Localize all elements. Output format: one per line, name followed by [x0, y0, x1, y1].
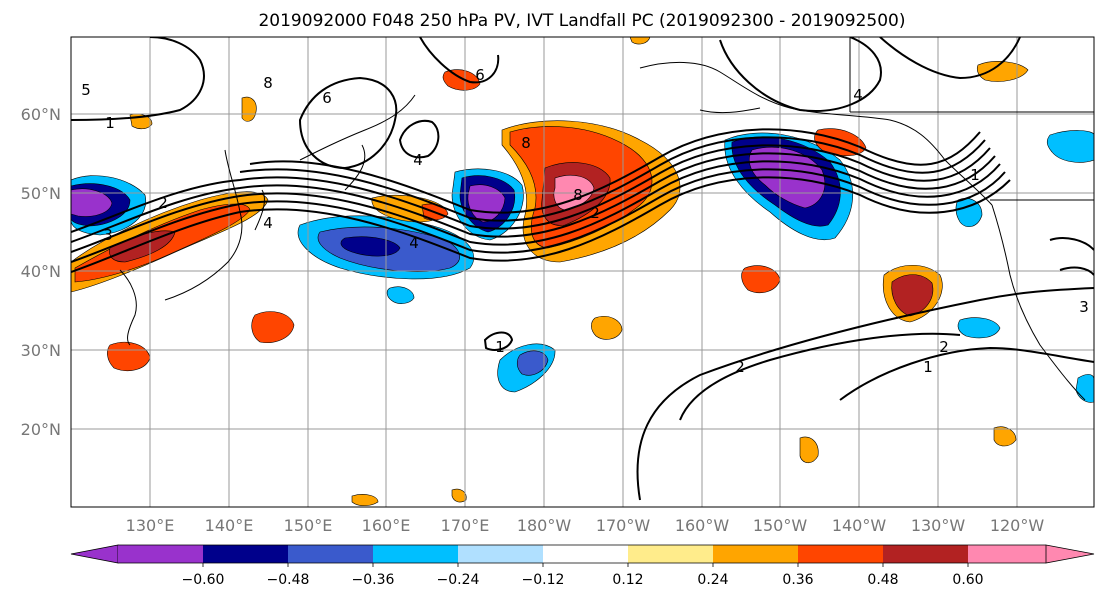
contour-label-group: 1 2 3 4 5 6 8 8 8 6 4 4 3 2 2 1 1 1 2 4: [81, 66, 1089, 376]
contour-label: 4: [409, 234, 419, 252]
colorbar-bin: [798, 545, 883, 563]
contour-label: 5: [81, 81, 91, 99]
contour-label: 3: [103, 226, 113, 244]
contour-label: 6: [322, 89, 332, 107]
small-anomalies: [107, 37, 1094, 507]
colorbar-tick-label: 0.36: [782, 572, 813, 588]
lon-label: 120°W: [990, 516, 1045, 535]
colorbar-bin: [968, 545, 1046, 563]
colorbar-bin: [458, 545, 543, 563]
colorbar-bin: [713, 545, 798, 563]
latitude-labels: 60°N 50°N 40°N 30°N 20°N: [21, 105, 61, 439]
contour-label: 8: [521, 134, 531, 152]
colorbar-tick-label: 0.12: [612, 572, 643, 588]
lon-label: 150°E: [284, 516, 333, 535]
lat-label-60n: 60°N: [21, 105, 61, 124]
lon-label: 180°W: [517, 516, 572, 535]
map-background: [71, 37, 1094, 507]
map-panel: 1 2 3 4 5 6 8 8 8 6 4 4 3 2 2 1 1 1 2 4: [70, 36, 1095, 508]
colorbar-tick-label: −0.24: [437, 572, 480, 588]
colorbar-tick-label: −0.48: [267, 572, 310, 588]
lon-label: 160°W: [675, 516, 730, 535]
longitude-labels: 130°E 140°E 150°E 160°E 170°E 180°W 170°…: [126, 516, 1045, 535]
colorbar-tick-label: 0.48: [867, 572, 898, 588]
ivt-contours: [71, 37, 1094, 501]
colorbar-tick-label: −0.36: [352, 572, 395, 588]
contour-label: 1: [923, 358, 933, 376]
colorbar-bin: [883, 545, 968, 563]
lon-label: 160°E: [362, 516, 411, 535]
contour-label: 6: [475, 66, 485, 84]
colorbar: −0.60 −0.48 −0.36 −0.24 −0.12 0.12 0.24 …: [70, 544, 1095, 588]
coastlines: [119, 37, 1094, 401]
colorbar-outline: [118, 544, 1046, 564]
contour-label: 1: [970, 166, 980, 184]
colorbar-ticks: [202, 563, 969, 567]
map-frame: [70, 36, 1095, 508]
contour-label: 2: [735, 358, 745, 376]
lon-label: 130°E: [126, 516, 175, 535]
contour-label: 8: [263, 74, 273, 92]
graticule: [71, 37, 1094, 507]
lat-label-50n: 50°N: [21, 184, 61, 203]
colorbar-bin: [543, 545, 628, 563]
lon-label: 140°E: [205, 516, 254, 535]
contour-label: 2: [939, 338, 949, 356]
lat-label-20n: 20°N: [21, 420, 61, 439]
figure-title: 2019092000 F048 250 hPa PV, IVT Landfall…: [258, 11, 905, 31]
colorbar-tick-label: −0.60: [182, 572, 225, 588]
colorbar-extend-max: [1045, 544, 1095, 564]
colorbar-tick-label: 0.60: [952, 572, 983, 588]
lat-label-30n: 30°N: [21, 341, 61, 360]
colorbar-bin: [203, 545, 288, 563]
colorbar-bin: [118, 545, 203, 563]
colorbar-bin: [373, 545, 458, 563]
colorbar-bin: [288, 545, 373, 563]
colorbar-tick-label: 0.24: [697, 572, 728, 588]
contour-label: 2: [158, 194, 168, 212]
lon-label: 140°W: [832, 516, 887, 535]
contour-label: 4: [413, 151, 423, 169]
colorbar-tick-label: −0.12: [522, 572, 565, 588]
contour-label: 4: [263, 214, 273, 232]
contour-label: 8: [573, 186, 583, 204]
lat-label-40n: 40°N: [21, 262, 61, 281]
colorbar-bin: [628, 545, 713, 563]
lon-label: 170°E: [441, 516, 490, 535]
contour-label: 3: [1079, 298, 1089, 316]
contour-label: 2: [590, 204, 600, 222]
contour-label: 1: [495, 338, 505, 356]
lon-label: 130°W: [911, 516, 966, 535]
lon-label: 150°W: [753, 516, 808, 535]
contour-label: 1: [105, 114, 115, 132]
lon-label: 170°W: [596, 516, 651, 535]
contour-label: 4: [853, 86, 863, 104]
colorbar-extend-min: [70, 544, 119, 564]
